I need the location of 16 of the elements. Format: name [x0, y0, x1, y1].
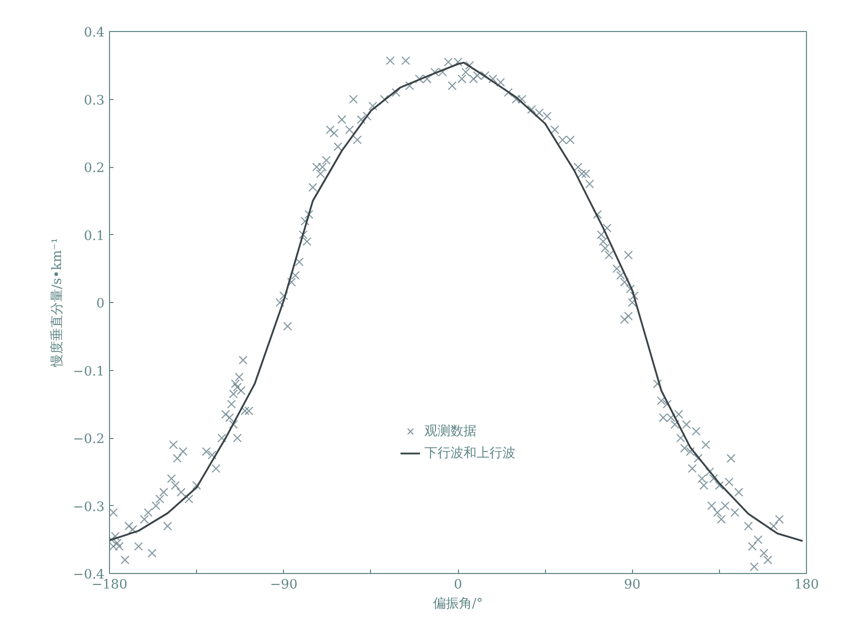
- y-tick-label: −0.2: [72, 432, 105, 447]
- y-tick-label: 0.3: [84, 93, 105, 108]
- x-tick-label: 90: [624, 578, 641, 592]
- y-tick-label: 0.4: [84, 26, 105, 40]
- y-tick-label: −0.3: [72, 500, 105, 515]
- x-tick-label: 0: [454, 578, 462, 592]
- y-tick-label: 0.2: [84, 161, 105, 176]
- x-axis-title: 偏振角/°: [433, 596, 483, 612]
- y-tick-label: 0: [96, 296, 105, 312]
- legend-label: 观测数据: [424, 423, 476, 440]
- y-tick-label: −0.1: [72, 364, 105, 380]
- x-tick-label: 180: [794, 578, 819, 592]
- legend-label: 下行波和上行波: [424, 445, 516, 462]
- x-tick-label: −90: [270, 578, 298, 592]
- y-tick-label: 0.1: [84, 228, 105, 244]
- y-axis-title: 慢度垂直分量/s•km⁻¹: [48, 238, 65, 368]
